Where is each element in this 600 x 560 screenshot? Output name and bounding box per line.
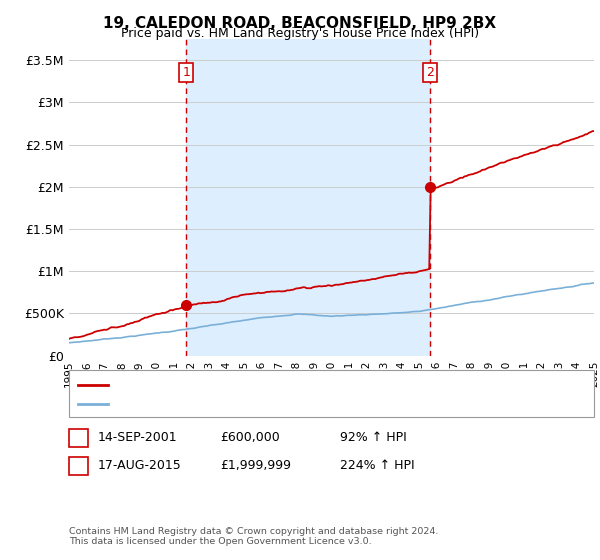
Text: 14-SEP-2001: 14-SEP-2001: [97, 431, 177, 445]
Text: Contains HM Land Registry data © Crown copyright and database right 2024.
This d: Contains HM Land Registry data © Crown c…: [69, 526, 439, 546]
Text: 2: 2: [426, 66, 434, 79]
Text: 17-AUG-2015: 17-AUG-2015: [97, 459, 181, 473]
Text: 224% ↑ HPI: 224% ↑ HPI: [340, 459, 415, 473]
Text: £1,999,999: £1,999,999: [220, 459, 291, 473]
Text: 1: 1: [74, 431, 83, 445]
Text: HPI: Average price, detached house, Buckinghamshire: HPI: Average price, detached house, Buck…: [114, 398, 435, 411]
Text: 19, CALEDON ROAD, BEACONSFIELD, HP9 2BX (detached house): 19, CALEDON ROAD, BEACONSFIELD, HP9 2BX …: [114, 379, 495, 392]
Bar: [187, 39, 430, 356]
Text: 92% ↑ HPI: 92% ↑ HPI: [340, 431, 407, 445]
Text: Price paid vs. HM Land Registry's House Price Index (HPI): Price paid vs. HM Land Registry's House …: [121, 27, 479, 40]
Text: £600,000: £600,000: [220, 431, 280, 445]
Text: 1: 1: [182, 66, 190, 79]
Text: 2: 2: [74, 459, 83, 473]
Text: 19, CALEDON ROAD, BEACONSFIELD, HP9 2BX: 19, CALEDON ROAD, BEACONSFIELD, HP9 2BX: [103, 16, 497, 31]
